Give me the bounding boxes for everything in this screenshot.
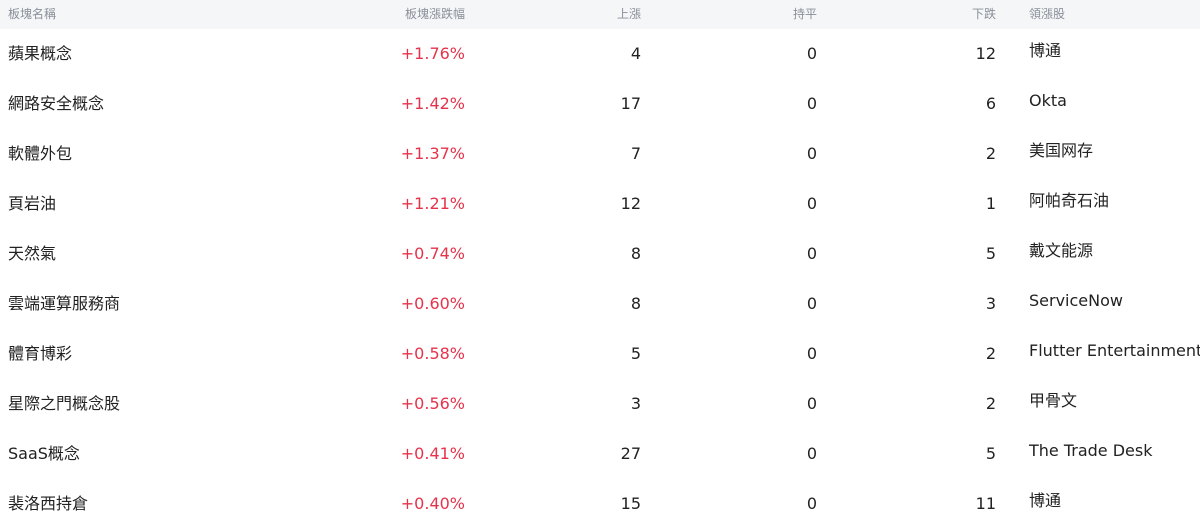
leading-stock-link[interactable]: Okta: [1029, 91, 1067, 110]
leading-stock-link[interactable]: 阿帕奇石油: [1029, 191, 1110, 210]
sector-change: +0.58%: [400, 344, 465, 363]
down-count: 12: [975, 44, 996, 63]
sector-name[interactable]: 網路安全概念: [8, 94, 105, 113]
table-row[interactable]: 體育博彩 +0.58% 5 0 2 Flutter Entertainment: [0, 329, 1200, 379]
up-count: 5: [630, 344, 641, 363]
header-sector-change[interactable]: 板塊漲跌幅: [404, 7, 465, 21]
header-sector-name[interactable]: 板塊名稱: [8, 7, 57, 21]
leading-stock-link[interactable]: ServiceNow: [1029, 291, 1123, 310]
sector-name[interactable]: 星際之門概念股: [8, 394, 121, 413]
down-count: 2: [985, 344, 996, 363]
leading-stock-link[interactable]: 美国网存: [1029, 141, 1094, 160]
flat-count: 0: [806, 194, 817, 213]
flat-count: 0: [806, 344, 817, 363]
flat-count: 0: [806, 294, 817, 313]
down-count: 3: [985, 294, 996, 313]
up-count: 3: [630, 394, 641, 413]
down-count: 1: [985, 194, 996, 213]
sector-name[interactable]: 頁岩油: [8, 194, 57, 213]
flat-count: 0: [806, 144, 817, 163]
sector-name[interactable]: SaaS概念: [8, 444, 80, 463]
header-leading-stock: 領漲股: [1029, 7, 1066, 21]
table-row[interactable]: 頁岩油 +1.21% 12 0 1 阿帕奇石油: [0, 179, 1200, 229]
table-row[interactable]: 軟體外包 +1.37% 7 0 2 美国网存: [0, 129, 1200, 179]
down-count: 11: [975, 494, 996, 513]
flat-count: 0: [806, 94, 817, 113]
down-count: 6: [985, 94, 996, 113]
table-row[interactable]: 蘋果概念 +1.76% 4 0 12 博通: [0, 29, 1200, 79]
sector-change: +1.37%: [400, 144, 465, 163]
leading-stock-link[interactable]: 甲骨文: [1029, 391, 1078, 410]
leading-stock-link[interactable]: 博通: [1029, 41, 1062, 60]
sector-change: +1.21%: [400, 194, 465, 213]
sector-name[interactable]: 雲端運算服務商: [8, 294, 121, 313]
up-count: 15: [620, 494, 641, 513]
table-row[interactable]: 網路安全概念 +1.42% 17 0 6 Okta: [0, 79, 1200, 129]
sector-change: +1.42%: [400, 94, 465, 113]
sector-change: +0.40%: [400, 494, 465, 513]
down-count: 2: [985, 394, 996, 413]
up-count: 8: [630, 244, 641, 263]
sector-name[interactable]: 軟體外包: [8, 144, 73, 163]
header-down-count[interactable]: 下跌: [971, 7, 996, 21]
flat-count: 0: [806, 494, 817, 513]
down-count: 5: [985, 244, 996, 263]
down-count: 5: [985, 444, 996, 463]
sector-name[interactable]: 天然氣: [8, 244, 57, 263]
up-count: 12: [620, 194, 641, 213]
header-up-count[interactable]: 上漲: [616, 7, 641, 21]
leading-stock-link[interactable]: 博通: [1029, 491, 1062, 510]
sector-change: +0.56%: [400, 394, 465, 413]
sector-name[interactable]: 裴洛西持倉: [8, 494, 89, 513]
sector-change: +0.41%: [400, 444, 465, 463]
leading-stock-link[interactable]: Flutter Entertainment: [1029, 341, 1200, 360]
table-row[interactable]: SaaS概念 +0.41% 27 0 5 The Trade Desk: [0, 429, 1200, 479]
leading-stock-link[interactable]: The Trade Desk: [1029, 441, 1153, 460]
flat-count: 0: [806, 444, 817, 463]
sector-name[interactable]: 體育博彩: [8, 344, 73, 363]
sector-change: +0.74%: [400, 244, 465, 263]
up-count: 4: [630, 44, 641, 63]
leading-stock-link[interactable]: 戴文能源: [1029, 241, 1094, 260]
table-row[interactable]: 雲端運算服務商 +0.60% 8 0 3 ServiceNow: [0, 279, 1200, 329]
table-row[interactable]: 天然氣 +0.74% 8 0 5 戴文能源: [0, 229, 1200, 279]
flat-count: 0: [806, 394, 817, 413]
sector-name[interactable]: 蘋果概念: [8, 44, 73, 63]
flat-count: 0: [806, 244, 817, 263]
flat-count: 0: [806, 44, 817, 63]
header-flat-count[interactable]: 持平: [792, 7, 817, 21]
up-count: 8: [630, 294, 641, 313]
table-header: 板塊名稱 板塊漲跌幅 上漲 持平 下跌 領漲股: [0, 0, 1200, 29]
table-row[interactable]: 星際之門概念股 +0.56% 3 0 2 甲骨文: [0, 379, 1200, 429]
table-row[interactable]: 裴洛西持倉 +0.40% 15 0 11 博通: [0, 479, 1200, 519]
sector-change: +0.60%: [400, 294, 465, 313]
down-count: 2: [985, 144, 996, 163]
up-count: 7: [630, 144, 641, 163]
up-count: 17: [620, 94, 641, 113]
sector-change: +1.76%: [400, 44, 465, 63]
up-count: 27: [620, 444, 641, 463]
